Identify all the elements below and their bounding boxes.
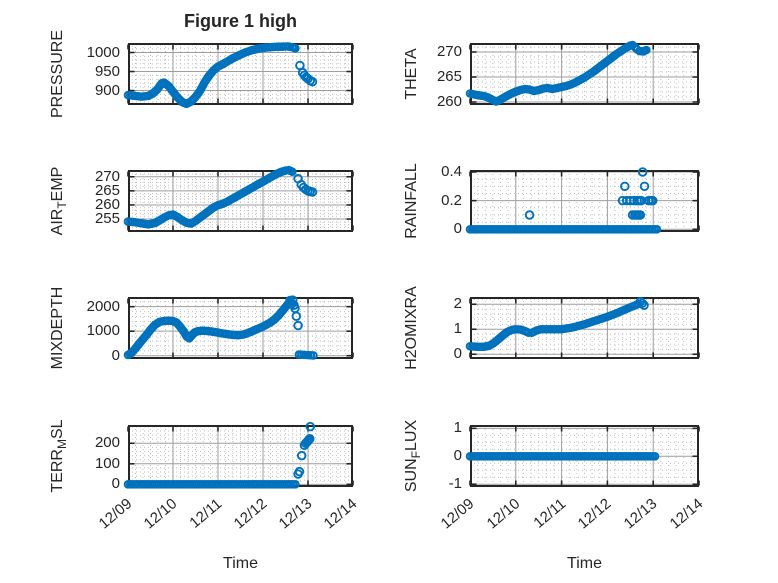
y-tick-label: 0 <box>111 475 120 493</box>
ylabel-text: LUX <box>403 419 420 451</box>
y-tick-label: 270 <box>94 167 120 185</box>
y-tick-label: 0 <box>453 220 462 238</box>
x-tick-label: 12/10 <box>483 495 524 533</box>
y-tick-label: 900 <box>94 81 120 99</box>
ylabel-text: SUN <box>403 458 420 493</box>
plot-area-sun_flux <box>465 425 700 487</box>
ylabel-subscript: F <box>409 451 423 459</box>
data-markers <box>123 165 318 229</box>
y-tick-label: 265 <box>94 181 120 199</box>
plot-area-rainfall <box>465 167 700 234</box>
data-markers <box>465 40 651 106</box>
y-tick-label: 0 <box>453 345 462 363</box>
plot-area-h2omixra <box>465 297 700 359</box>
y-axis-label-sun_flux: SUNFLUX <box>401 346 423 566</box>
x-tick-label: 12/11 <box>186 495 226 532</box>
x-tick-label: 12/09 <box>95 495 136 533</box>
plot-area-theta <box>465 40 700 106</box>
data-markers <box>465 167 662 234</box>
y-tick-label: 2 <box>453 295 462 313</box>
x-axis-label-left: Time <box>223 555 258 572</box>
data-markers <box>123 421 315 489</box>
y-tick-label: 1 <box>453 320 462 338</box>
ylabel-subscript: M <box>55 439 69 450</box>
y-tick-label: 255 <box>94 210 120 228</box>
plot-area-terr_msl <box>123 421 354 489</box>
ylabel-text: SL <box>49 419 66 440</box>
y-tick-label: 100 <box>94 454 120 472</box>
y-tick-label: 260 <box>436 93 462 110</box>
x-tick-label: 12/10 <box>140 495 181 533</box>
x-axis-label-right: Time <box>567 555 602 572</box>
plot-area-air_temp <box>123 165 354 232</box>
x-tick-label: 12/14 <box>666 495 707 533</box>
data-markers <box>465 451 660 461</box>
y-tick-label: 1000 <box>86 322 120 340</box>
y-tick-label: -1 <box>448 475 462 493</box>
x-tick-label: 12/12 <box>574 495 615 533</box>
y-tick-label: 950 <box>94 62 120 80</box>
ylabel-text: EMP <box>49 166 66 202</box>
y-tick-label: 200 <box>94 434 120 452</box>
y-tick-label: 1 <box>453 419 462 437</box>
plot-area-pressure <box>123 42 354 109</box>
y-tick-label: 265 <box>436 68 462 85</box>
y-tick-label: 0.4 <box>441 163 462 180</box>
y-tick-label: 1000 <box>86 43 120 61</box>
data-markers <box>465 297 649 352</box>
figure-title: Figure 1 high <box>183 11 297 31</box>
x-tick-label: 12/11 <box>530 495 569 532</box>
y-tick-label: 0 <box>111 346 120 364</box>
x-tick-label: 12/13 <box>620 495 661 533</box>
data-markers <box>123 295 318 360</box>
x-tick-label: 12/09 <box>437 495 478 533</box>
y-tick-label: 0.2 <box>441 191 462 209</box>
plot-area-mixdepth <box>123 295 354 360</box>
y-axis-label-terr_msl: TERRMSL <box>47 346 69 566</box>
y-tick-label: 260 <box>94 195 120 213</box>
ylabel-subscript: T <box>55 201 69 209</box>
y-tick-label: 2000 <box>86 297 120 315</box>
data-markers <box>123 42 318 109</box>
x-tick-label: 12/13 <box>275 495 316 533</box>
x-tick-label: 12/12 <box>230 495 271 533</box>
ylabel-text: TERR <box>49 449 66 493</box>
x-tick-label: 12/14 <box>320 495 361 533</box>
y-tick-label: 0 <box>453 447 462 465</box>
y-tick-label: 270 <box>436 43 462 60</box>
